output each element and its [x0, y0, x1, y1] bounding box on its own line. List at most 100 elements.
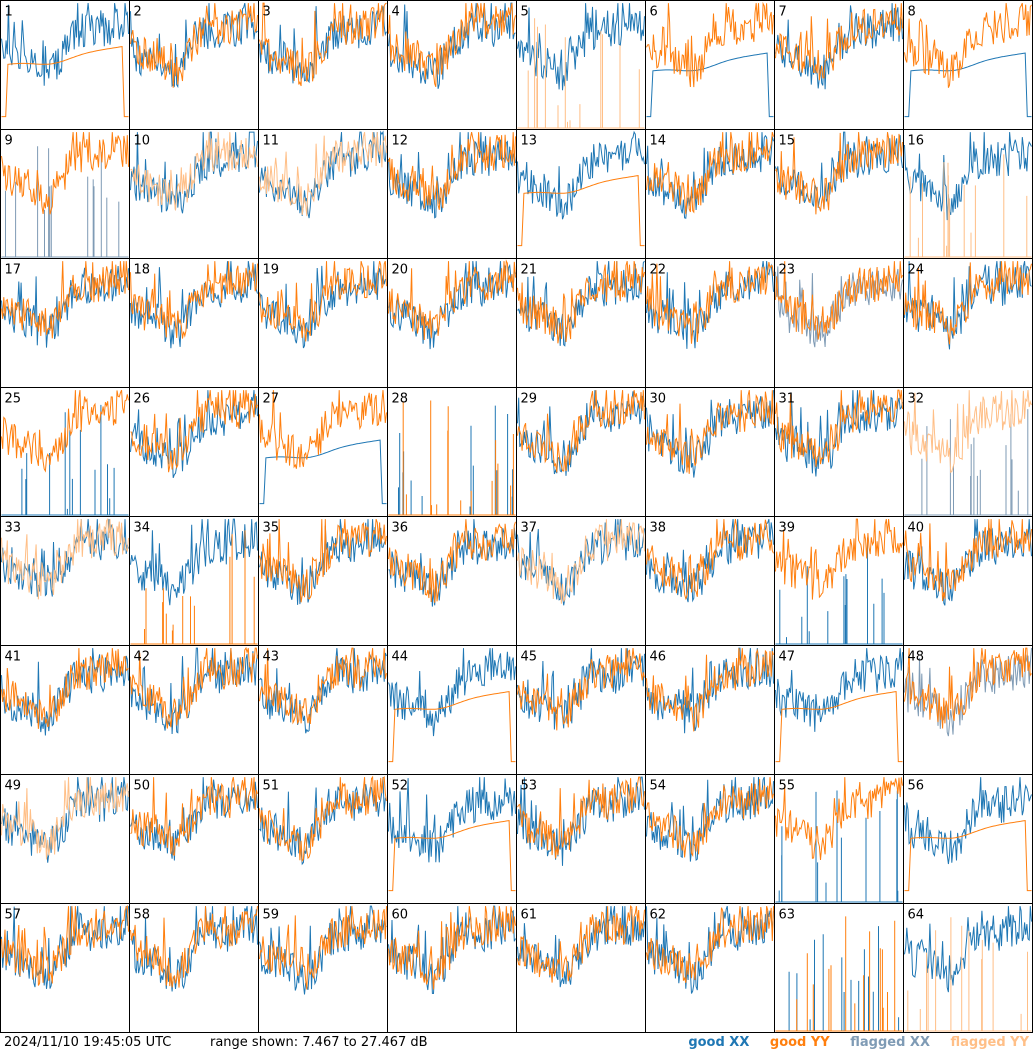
- panel-border: [516, 0, 646, 130]
- panel-50: 50: [129, 774, 259, 904]
- series-xx-58: [130, 905, 258, 992]
- panel-label: 35: [263, 521, 280, 536]
- series-yy-25: [1, 389, 129, 473]
- panel-64: 64: [903, 903, 1033, 1033]
- panel-label: 31: [779, 392, 796, 407]
- panel-2: 2: [129, 0, 259, 130]
- series-yy-22: [646, 261, 774, 344]
- series-yy-32: [904, 390, 1032, 474]
- series-yy-49: [1, 777, 129, 860]
- legend: good XX good YY flagged XX flagged YY: [672, 1035, 1029, 1050]
- series-xx-2: [130, 2, 258, 89]
- series-yy-19: [259, 260, 387, 342]
- panel-label: 38: [650, 521, 667, 536]
- series-xx-41: [1, 648, 129, 736]
- panel-label: 44: [392, 650, 409, 665]
- series-xx-38: [646, 518, 774, 603]
- panel-border: [903, 0, 1033, 130]
- panel-36: 36: [387, 516, 517, 646]
- panel-57: 57: [0, 903, 130, 1033]
- panel-label: 27: [263, 392, 280, 407]
- series-xx-1: [1, 3, 129, 86]
- panel-55: 55: [774, 774, 904, 904]
- panel-label: 53: [521, 779, 538, 794]
- panel-label: 55: [779, 779, 796, 794]
- panel-6: 6: [645, 0, 775, 130]
- series-yy-34: [130, 530, 258, 645]
- panel-10: 10: [129, 129, 259, 259]
- series-yy-55: [775, 777, 903, 860]
- panel-17: 17: [0, 258, 130, 388]
- panel-label: 14: [650, 134, 667, 149]
- panel-21: 21: [516, 258, 646, 388]
- panel-label: 4: [392, 5, 400, 20]
- panel-19: 19: [258, 258, 388, 388]
- series-yy-15: [775, 132, 903, 215]
- panel-border: [774, 774, 904, 904]
- series-yy-54: [646, 777, 774, 858]
- panel-42: 42: [129, 645, 259, 775]
- series-yy-16: [904, 154, 1032, 258]
- panel-label: 32: [908, 392, 925, 407]
- series-xx-47: [775, 648, 903, 732]
- series-yy-21: [517, 260, 645, 344]
- panel-label: 26: [134, 392, 151, 407]
- series-xx-9: [1, 146, 129, 258]
- series-xx-15: [775, 131, 903, 210]
- panel-35: 35: [258, 516, 388, 646]
- panel-border: [516, 774, 646, 904]
- series-yy-42: [130, 646, 258, 729]
- series-yy-40: [904, 519, 1032, 602]
- panel-18: 18: [129, 258, 259, 388]
- series-xx-42: [130, 647, 258, 735]
- series-yy-18: [130, 261, 258, 339]
- panel-label: 56: [908, 779, 925, 794]
- panel-47: 47: [774, 645, 904, 775]
- panel-label: 46: [650, 650, 667, 665]
- panel-label: 54: [650, 779, 667, 794]
- legend-good-xx: good XX: [688, 1035, 750, 1050]
- series-xx-55: [775, 790, 903, 903]
- series-yy-10: [130, 132, 258, 211]
- panel-label: 62: [650, 908, 667, 923]
- series-yy-4: [388, 3, 516, 87]
- series-xx-14: [646, 132, 774, 219]
- range-shown: range shown: 7.467 to 27.467 dB: [210, 1035, 428, 1050]
- panel-30: 30: [645, 387, 775, 517]
- panel-40: 40: [903, 516, 1033, 646]
- panel-border: [387, 258, 517, 388]
- panel-41: 41: [0, 645, 130, 775]
- panel-label: 1: [5, 5, 13, 20]
- panel-label: 43: [263, 650, 280, 665]
- panel-53: 53: [516, 774, 646, 904]
- series-xx-64: [904, 905, 1032, 993]
- series-yy-58: [130, 906, 258, 988]
- series-yy-44: [388, 691, 516, 763]
- panel-label: 11: [263, 134, 280, 149]
- series-yy-35: [259, 518, 387, 603]
- panel-9: 9: [0, 129, 130, 259]
- panel-59: 59: [258, 903, 388, 1033]
- panel-label: 8: [908, 5, 916, 20]
- series-xx-28: [388, 405, 516, 516]
- series-yy-60: [388, 906, 516, 990]
- series-yy-63: [775, 916, 903, 1032]
- panel-label: 24: [908, 263, 925, 278]
- series-xx-40: [904, 519, 1032, 606]
- panel-11: 11: [258, 129, 388, 259]
- series-xx-33: [1, 519, 129, 597]
- panel-58: 58: [129, 903, 259, 1033]
- panel-label: 51: [263, 779, 280, 794]
- series-yy-6: [646, 1, 774, 88]
- panel-24: 24: [903, 258, 1033, 388]
- panel-border: [516, 129, 646, 259]
- panel-label: 49: [5, 779, 22, 794]
- panel-label: 40: [908, 521, 925, 536]
- panel-3: 3: [258, 0, 388, 130]
- panel-12: 12: [387, 129, 517, 259]
- panel-label: 15: [779, 134, 796, 149]
- series-yy-36: [388, 519, 516, 603]
- series-yy-23: [775, 261, 903, 340]
- panel-border: [903, 258, 1033, 388]
- panel-label: 2: [134, 5, 142, 20]
